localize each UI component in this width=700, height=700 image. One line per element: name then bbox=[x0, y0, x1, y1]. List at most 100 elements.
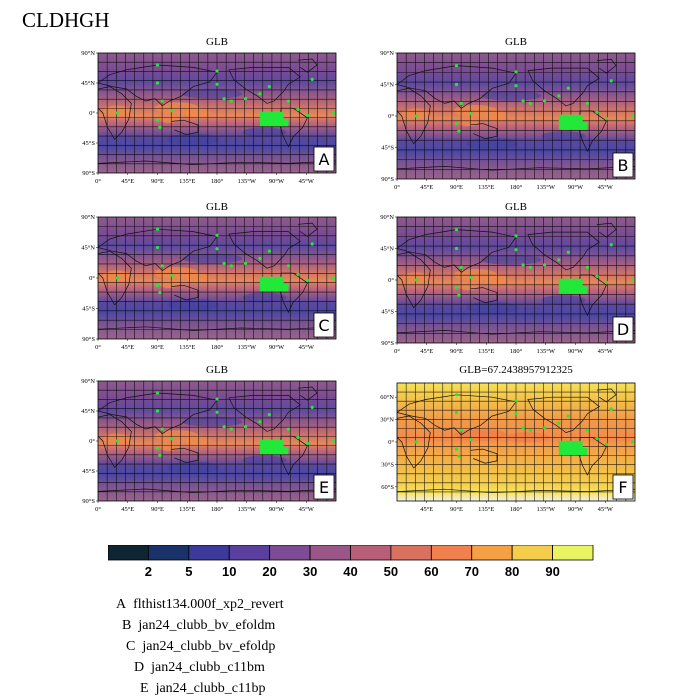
svg-text:45°S: 45°S bbox=[82, 468, 95, 475]
legend-item: E jan24_clubb_c11bp bbox=[140, 681, 265, 697]
svg-text:30°N: 30°N bbox=[380, 417, 394, 424]
map-svg-f: 60°N 30°N 0° 30°S 60°S 45°E 90°E 135°E 180° 135°W… bbox=[380, 382, 636, 513]
svg-text:90°W: 90°W bbox=[269, 178, 285, 185]
svg-text:135°E: 135°E bbox=[179, 506, 195, 513]
legend-letter: C bbox=[126, 639, 136, 654]
svg-text:45°W: 45°W bbox=[598, 348, 614, 355]
svg-text:0°: 0° bbox=[95, 344, 101, 351]
svg-text:135°E: 135°E bbox=[478, 348, 494, 355]
panel-title-c: GLB bbox=[206, 201, 228, 213]
svg-text:180°: 180° bbox=[211, 178, 224, 185]
svg-text:90°E: 90°E bbox=[450, 184, 463, 191]
colorbar-swatch bbox=[552, 544, 594, 561]
svg-text:45°N: 45°N bbox=[81, 245, 95, 252]
map-panel-f: 60°N 30°N 0° 30°S 60°S 45°E 90°E 135°E 180° 135°W… bbox=[357, 377, 655, 519]
svg-text:90°S: 90°S bbox=[381, 340, 394, 347]
map-svg-c: 90°N45°N0°45°S90°S0° 45°E 90°E 135°E 180° 135… bbox=[81, 214, 337, 351]
colorbar-swatch bbox=[430, 544, 473, 561]
svg-text:45°S: 45°S bbox=[381, 309, 394, 316]
svg-text:45°W: 45°W bbox=[598, 184, 614, 191]
svg-text:90°W: 90°W bbox=[568, 184, 584, 191]
panel-letter-b: B bbox=[612, 152, 634, 178]
panel-letter-c: C bbox=[313, 312, 335, 338]
colorbar-swatch bbox=[269, 544, 311, 561]
legend-case-name: jan24_clubb_bv_efoldm bbox=[138, 618, 276, 633]
svg-text:A: A bbox=[319, 150, 330, 169]
panel-letter-f: F bbox=[612, 474, 634, 500]
colorbar-label: 70 bbox=[465, 564, 479, 579]
svg-text:45°E: 45°E bbox=[121, 506, 134, 513]
colorbar-label: 5 bbox=[185, 564, 192, 579]
colorbar-label: 10 bbox=[222, 564, 236, 579]
panel-letter-a: A bbox=[313, 146, 335, 172]
svg-text:90°E: 90°E bbox=[151, 344, 164, 351]
page-title: CLDHGH bbox=[22, 8, 110, 32]
colorbar-label: 80 bbox=[505, 564, 519, 579]
svg-text:30°S: 30°S bbox=[381, 461, 394, 468]
svg-text:180°: 180° bbox=[510, 184, 523, 191]
colorbar-swatch bbox=[309, 544, 351, 561]
panel-title-b: GLB bbox=[505, 36, 527, 48]
svg-text:0°: 0° bbox=[89, 110, 95, 117]
svg-text:90°E: 90°E bbox=[450, 348, 463, 355]
svg-text:45°W: 45°W bbox=[598, 506, 614, 513]
svg-text:45°E: 45°E bbox=[121, 344, 134, 351]
svg-text:45°N: 45°N bbox=[380, 246, 394, 253]
colorbar-label: 40 bbox=[343, 564, 357, 579]
svg-text:C: C bbox=[318, 316, 329, 335]
legend-item: A flthist134.000f_xp2_revert bbox=[116, 597, 284, 613]
svg-text:45°S: 45°S bbox=[82, 306, 95, 313]
legend-case-name: jan24_clubb_bv_efoldp bbox=[142, 639, 276, 654]
svg-text:90°E: 90°E bbox=[450, 506, 463, 513]
svg-text:135°E: 135°E bbox=[179, 344, 195, 351]
svg-text:180°: 180° bbox=[211, 344, 224, 351]
legend-letter: B bbox=[122, 618, 132, 633]
colorbar-swatch bbox=[350, 544, 392, 561]
svg-text:180°: 180° bbox=[510, 348, 523, 355]
colorbar: 2 5 10 20 30 40 50 60 70 80 90 bbox=[107, 544, 598, 590]
svg-text:45°E: 45°E bbox=[420, 184, 433, 191]
colorbar-label: 90 bbox=[545, 564, 559, 579]
svg-text:180°: 180° bbox=[211, 506, 224, 513]
svg-text:0°: 0° bbox=[95, 178, 101, 185]
svg-text:90°S: 90°S bbox=[82, 170, 95, 177]
svg-text:45°N: 45°N bbox=[380, 82, 394, 89]
svg-text:D: D bbox=[617, 320, 629, 339]
colorbar-swatch bbox=[390, 544, 432, 561]
svg-text:60°S: 60°S bbox=[381, 484, 394, 491]
map-panel-e: 90°N 45°N 0° 45°S 90°S 0° 45°E 90°E 135°E 180° 135… bbox=[58, 375, 356, 519]
svg-text:90°W: 90°W bbox=[568, 506, 584, 513]
svg-text:90°S: 90°S bbox=[381, 176, 394, 183]
colorbar-label: 30 bbox=[303, 564, 317, 579]
svg-text:135°E: 135°E bbox=[478, 184, 494, 191]
map-svg-d: 90°N45°N0°45°S90°S0° 45°E 90°E 135°E 180° 135… bbox=[380, 214, 636, 355]
svg-text:B: B bbox=[618, 156, 629, 175]
colorbar-swatch bbox=[228, 544, 271, 561]
map-panel-b: 90°N 45°N 0° 45°S 90°S 0° 45°E 90°E 135°E 180° 135… bbox=[357, 47, 655, 197]
colorbar-swatch bbox=[107, 544, 149, 561]
svg-text:90°N: 90°N bbox=[81, 50, 95, 57]
legend-case-name: jan24_clubb_c11bm bbox=[151, 660, 265, 675]
svg-text:90°S: 90°S bbox=[82, 336, 95, 343]
svg-text:90°N: 90°N bbox=[81, 214, 95, 221]
colorbar-svg: 2 5 10 20 30 40 50 60 70 80 90 bbox=[107, 544, 594, 579]
svg-text:F: F bbox=[618, 478, 627, 497]
map-panel-c: 90°N 45°N 0° 45°S 90°S 0° 45°E 90°E 135°E 180° 135… bbox=[58, 211, 356, 357]
map-svg-e: 90°N45°N0°45°S90°S0° 45°E 90°E 135°E 180° 135… bbox=[81, 378, 337, 513]
legend-letter: D bbox=[134, 660, 145, 675]
svg-text:45°S: 45°S bbox=[82, 140, 95, 147]
svg-text:135°E: 135°E bbox=[179, 178, 195, 185]
panel-letter-d: D bbox=[612, 316, 634, 342]
map-svg-b: 90°N45°N0°45°S90°S0° 45°E 90°E 135°E 180° 135… bbox=[380, 50, 636, 191]
svg-text:45°W: 45°W bbox=[299, 344, 315, 351]
svg-text:60°N: 60°N bbox=[380, 394, 394, 401]
svg-text:45°E: 45°E bbox=[420, 506, 433, 513]
svg-text:90°S: 90°S bbox=[82, 498, 95, 505]
svg-text:90°N: 90°N bbox=[380, 50, 394, 57]
legend-item: D jan24_clubb_c11bm bbox=[134, 660, 265, 676]
svg-text:0°: 0° bbox=[89, 275, 95, 282]
colorbar-swatch bbox=[148, 544, 190, 561]
panel-title-e: GLB bbox=[206, 364, 228, 376]
svg-text:135°W: 135°W bbox=[537, 184, 556, 191]
svg-text:135°E: 135°E bbox=[478, 506, 494, 513]
